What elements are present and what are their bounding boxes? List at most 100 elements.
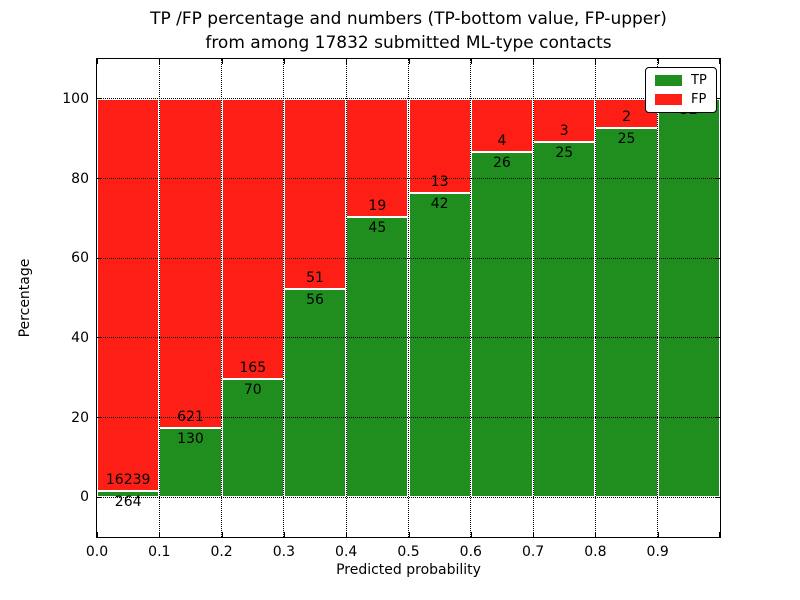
bar-label-tp: 56 xyxy=(306,291,324,308)
x-tick-mark xyxy=(97,532,98,537)
bar-segment-tp xyxy=(408,192,471,498)
y-axis-label: Percentage xyxy=(17,258,33,338)
bar-label-tp: 45 xyxy=(368,220,387,237)
y-tick-mark xyxy=(715,257,720,259)
gridline-v xyxy=(532,59,534,537)
y-tick-mark xyxy=(97,98,102,100)
y-tick-label: 40 xyxy=(71,329,89,346)
x-tick-mark xyxy=(159,59,161,64)
x-tick-label: 0.2 xyxy=(210,544,233,560)
x-tick-label: 0.6 xyxy=(459,544,482,560)
bar-label-tp: 25 xyxy=(555,144,574,161)
x-tick-mark xyxy=(221,532,223,537)
bar-label-fp: 16239 xyxy=(105,471,151,488)
bar-segment-tp xyxy=(346,217,409,498)
x-tick-mark xyxy=(97,59,98,64)
x-tick-label: 0.1 xyxy=(148,544,171,560)
x-tick-mark xyxy=(346,59,348,64)
bar-label-tp: 26 xyxy=(493,154,511,171)
x-tick-mark xyxy=(159,532,161,537)
y-tick-label: 0 xyxy=(80,489,89,506)
x-tick-mark xyxy=(657,532,659,537)
gridline-v xyxy=(594,59,596,537)
x-tick-label: 0.7 xyxy=(521,544,545,560)
legend-swatch-fp xyxy=(655,94,682,105)
bar-label-fp: 19 xyxy=(368,198,387,215)
bar-label-fp: 4 xyxy=(497,132,507,149)
plot-area: 16239 264 621 130 165 70 51 56 19 45 13 42 4 26 3 25 2 25… xyxy=(96,58,721,538)
x-tick-mark xyxy=(595,59,597,64)
bar-segment-fp xyxy=(470,98,534,152)
x-tick-mark xyxy=(283,59,285,64)
x-tick-mark xyxy=(595,532,597,537)
gridline-v xyxy=(470,59,472,537)
chart-title-line1: TP /FP percentage and numbers (TP-bottom… xyxy=(150,9,667,29)
legend-label-tp: TP xyxy=(691,73,707,88)
bar-label-fp: 165 xyxy=(239,359,267,376)
y-tick-mark xyxy=(97,417,102,418)
chart-title-line2: from among 17832 submitted ML-type conta… xyxy=(205,33,612,53)
gridline-v xyxy=(345,59,347,537)
x-tick-mark xyxy=(533,532,535,537)
bar-segment-fp xyxy=(97,98,160,491)
x-tick-mark xyxy=(221,59,223,64)
x-tick-mark xyxy=(719,532,720,537)
y-tick-mark xyxy=(97,178,102,179)
bar-segment-fp xyxy=(346,98,409,218)
x-tick-label: 0.0 xyxy=(85,544,109,560)
x-axis-label: Predicted probability xyxy=(336,562,481,578)
x-tick-label: 0.3 xyxy=(272,544,296,560)
x-tick-mark xyxy=(470,59,472,64)
bar-segment-tp xyxy=(283,288,347,498)
x-tick-label: 0.9 xyxy=(646,544,669,560)
bar-label-fp: 51 xyxy=(306,269,324,286)
legend: TP FP xyxy=(645,67,717,113)
bar-segment-fp xyxy=(283,98,347,289)
y-tick-mark xyxy=(97,337,102,339)
bar-label-tp: 264 xyxy=(114,493,142,510)
bar-segment-fp xyxy=(533,98,596,142)
x-tick-mark xyxy=(470,532,472,537)
x-tick-mark xyxy=(346,532,348,537)
chart-title: TP /FP percentage and numbers (TP-bottom… xyxy=(97,7,720,55)
x-tick-mark xyxy=(657,59,659,64)
bar-label-tp: 130 xyxy=(177,431,204,448)
x-tick-label: 0.8 xyxy=(584,544,607,560)
bar-segment-fp xyxy=(159,98,222,429)
gridline-v xyxy=(221,59,223,537)
y-tick-label: 20 xyxy=(71,409,89,426)
bar-label-fp: 2 xyxy=(622,109,631,126)
gridline-v xyxy=(657,59,659,537)
x-tick-label: 0.4 xyxy=(335,544,358,560)
x-tick-mark xyxy=(408,532,410,537)
x-tick-mark xyxy=(283,532,285,537)
bar-label-fp: 621 xyxy=(177,409,204,426)
x-tick-mark xyxy=(719,59,720,64)
bar-segment-fp xyxy=(408,98,471,193)
legend-label-fp: FP xyxy=(691,92,707,107)
legend-swatch-tp xyxy=(655,75,682,86)
bar-segment-tp xyxy=(595,128,658,498)
x-tick-mark xyxy=(408,59,410,64)
bar-label-tp: 25 xyxy=(617,131,636,148)
legend-entry-fp: FP xyxy=(655,92,707,107)
bar-segment-tp xyxy=(470,151,534,498)
y-tick-mark xyxy=(715,496,720,498)
y-tick-label: 60 xyxy=(71,250,89,267)
bar-label-fp: 13 xyxy=(430,173,449,190)
bar-segment-tp xyxy=(159,428,222,498)
y-tick-label: 80 xyxy=(71,170,89,187)
bar-segment-tp xyxy=(657,98,720,498)
y-tick-mark xyxy=(97,257,102,259)
y-tick-mark xyxy=(715,98,720,100)
y-tick-mark xyxy=(715,417,720,418)
bar-segment-tp xyxy=(97,490,160,498)
gridline-v xyxy=(158,59,160,537)
bar-segment-fp xyxy=(221,98,284,379)
bar-label-tp: 42 xyxy=(430,195,449,212)
bar-label-tp: 70 xyxy=(243,381,262,398)
y-tick-mark xyxy=(715,337,720,339)
x-tick-mark xyxy=(533,59,535,64)
bar-label-fp: 3 xyxy=(559,122,569,139)
